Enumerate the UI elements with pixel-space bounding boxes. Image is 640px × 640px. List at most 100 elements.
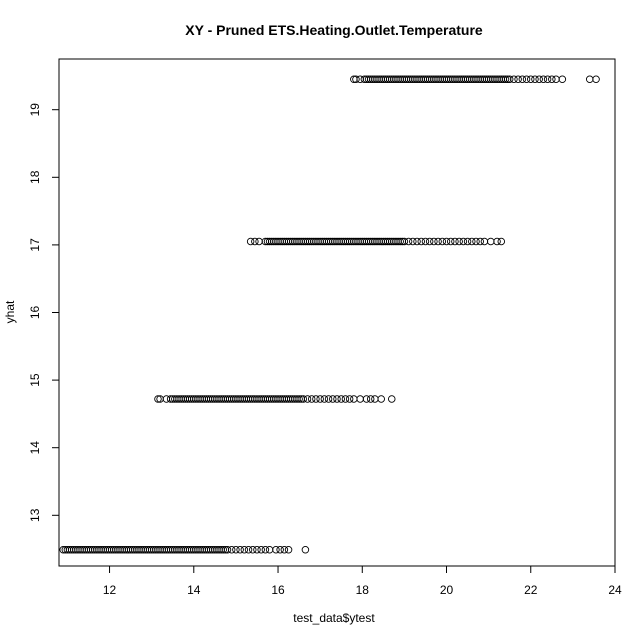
- data-point: [518, 75, 527, 84]
- data-point: [497, 237, 506, 246]
- data-point: [421, 237, 430, 246]
- data-point: [272, 546, 280, 554]
- data-point: [501, 75, 510, 84]
- data-point: [324, 395, 333, 403]
- data-point: [337, 395, 345, 403]
- data-point: [366, 395, 375, 403]
- data-point: [552, 75, 560, 84]
- data-point: [455, 237, 463, 246]
- x-tick-label: 12: [103, 583, 117, 597]
- y-axis-label: yhat: [3, 300, 17, 323]
- data-point: [295, 395, 303, 403]
- data-point: [219, 546, 228, 554]
- data-point: [451, 237, 459, 246]
- data-point: [223, 546, 232, 554]
- y-tick-label: 14: [28, 441, 42, 455]
- data-point: [438, 237, 447, 246]
- data-point: [463, 237, 472, 246]
- data-point: [341, 395, 350, 403]
- data-point: [446, 237, 455, 246]
- data-point: [459, 237, 468, 246]
- data-point: [558, 75, 567, 84]
- data-point: [409, 237, 417, 246]
- data-point: [154, 395, 162, 403]
- data-point: [592, 75, 600, 84]
- y-tick-label: 15: [28, 373, 42, 387]
- data-point: [480, 237, 489, 246]
- data-point: [505, 75, 514, 84]
- data-point: [246, 237, 255, 246]
- y-tick-label: 18: [28, 170, 42, 184]
- data-point: [476, 237, 484, 246]
- chart-title: XY - Pruned ETS.Heating.Outlet.Temperatu…: [185, 22, 483, 38]
- data-point: [417, 237, 425, 246]
- x-tick-label: 24: [608, 583, 622, 597]
- data-point: [227, 546, 236, 554]
- data-point: [303, 395, 312, 403]
- y-tick-label: 17: [28, 238, 42, 252]
- y-axis: 13 14 15 16 17 18 19: [28, 103, 60, 522]
- data-point: [320, 395, 329, 403]
- data-point: [434, 237, 442, 246]
- data-point: [371, 395, 379, 403]
- data-points: [59, 75, 600, 554]
- data-point: [531, 75, 539, 84]
- y-tick-label: 13: [28, 508, 42, 522]
- data-point: [400, 237, 409, 246]
- data-point: [442, 237, 451, 246]
- data-point: [240, 546, 249, 554]
- x-axis-label: test_data$ytest: [293, 611, 375, 625]
- data-point: [244, 546, 253, 554]
- data-point: [261, 546, 270, 554]
- x-axis: 12 14 16 18 20 22 24: [103, 565, 622, 597]
- data-point: [333, 395, 341, 403]
- data-point: [312, 395, 320, 403]
- data-point: [329, 395, 337, 403]
- data-point: [251, 237, 259, 246]
- y-tick-label: 19: [28, 103, 42, 117]
- data-point: [404, 237, 413, 246]
- data-point: [232, 546, 240, 554]
- data-point: [284, 546, 293, 554]
- data-point: [514, 75, 522, 84]
- x-tick-label: 22: [524, 583, 538, 597]
- x-tick-label: 20: [440, 583, 454, 597]
- data-point: [350, 395, 358, 403]
- data-point: [276, 546, 284, 554]
- data-point: [522, 75, 531, 84]
- data-point: [265, 546, 274, 554]
- data-point: [585, 75, 594, 84]
- data-point: [413, 237, 421, 246]
- x-tick-label: 16: [271, 583, 285, 597]
- data-point: [255, 237, 263, 246]
- data-point: [299, 395, 308, 403]
- data-point: [510, 75, 518, 84]
- data-point: [468, 237, 476, 246]
- plot-frame: [58, 58, 616, 567]
- data-point: [539, 75, 548, 84]
- data-point: [301, 546, 310, 554]
- x-tick-label: 18: [356, 583, 370, 597]
- data-point: [316, 395, 324, 403]
- data-point: [307, 395, 316, 403]
- data-point: [472, 237, 480, 246]
- data-point: [430, 237, 438, 246]
- data-point: [249, 546, 257, 554]
- data-point: [396, 237, 404, 246]
- data-point: [362, 395, 371, 403]
- y-tick-label: 16: [28, 306, 42, 320]
- data-point: [377, 395, 385, 403]
- data-point: [352, 75, 360, 84]
- x-tick-label: 14: [187, 583, 201, 597]
- data-point: [388, 395, 396, 403]
- data-point: [486, 237, 495, 246]
- data-point: [236, 546, 244, 554]
- data-point: [356, 395, 364, 403]
- data-point: [257, 546, 265, 554]
- data-point: [280, 546, 289, 554]
- data-point: [425, 237, 434, 246]
- data-point: [253, 546, 261, 554]
- data-point: [535, 75, 543, 84]
- data-point: [527, 75, 535, 84]
